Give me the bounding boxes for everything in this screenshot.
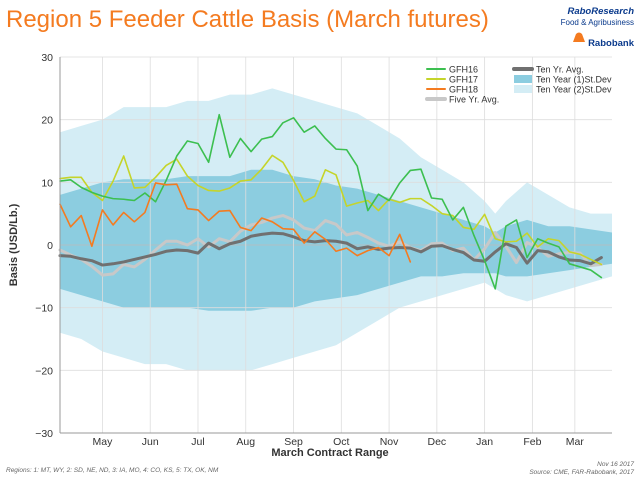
rabobank-mark-icon	[573, 32, 585, 42]
date-note: Nov 16 2017	[597, 461, 634, 468]
legend-label-ten-year-1-st-dev: Ten Year (1)St.Dev	[536, 75, 612, 85]
series-line-gfh18	[59, 182, 412, 263]
x-tick-label-feb: Feb	[523, 436, 541, 448]
x-tick-label-jun: Jun	[142, 436, 159, 448]
legend-label-gfh17: GFH17	[449, 75, 478, 85]
chart-title: Region 5 Feeder Cattle Basis (March futu…	[6, 6, 489, 33]
y-tick-label: 30	[41, 52, 53, 64]
x-tick-label-jul: Jul	[191, 436, 204, 448]
y-tick-label: −10	[35, 303, 53, 315]
logo-line3: Rabobank	[588, 38, 634, 49]
legend-label-five-yr-avg: Five Yr. Avg.	[449, 95, 499, 105]
x-tick-label-aug: Aug	[236, 436, 255, 448]
x-tick-label-mar: Mar	[566, 436, 585, 448]
y-tick-label: −20	[35, 365, 53, 377]
x-tick-label-sep: Sep	[284, 436, 303, 448]
y-tick-label: 10	[41, 177, 53, 189]
x-tick-label-dec: Dec	[428, 436, 447, 448]
axes-layer	[59, 57, 612, 434]
logo-line1: RaboResearch	[567, 6, 634, 17]
x-axis-label: March Contract Range	[271, 447, 388, 459]
logo-line2: Food & Agribusiness	[560, 18, 634, 27]
series-layer	[58, 113, 603, 290]
series-line-gfh17	[59, 154, 603, 266]
y-axis-label: Basis (USD/Lb.)	[8, 203, 20, 286]
band-layer	[60, 88, 612, 371]
regions-note: Regions: 1: MT, WY, 2: SD, NE, ND, 3: IA…	[6, 467, 219, 474]
x-tick-label-nov: Nov	[380, 436, 399, 448]
legend-swatch-ten-year-2-st-dev	[514, 85, 532, 93]
legend-label-ten-year-2-st-dev: Ten Year (2)St.Dev	[536, 85, 612, 95]
series-line-ten-yr-avg	[58, 231, 603, 267]
tick-layer: 30 20 10 0 −10 −20 −30 May Jun Jul Aug Sep Oct Nov Dec…	[35, 52, 584, 448]
legend-swatch-ten-year-1-st-dev	[514, 75, 532, 83]
x-tick-label-may: May	[93, 436, 114, 448]
legend-label-gfh18: GFH18	[449, 85, 478, 95]
y-tick-label: 0	[47, 240, 53, 252]
rabobank-logo: RaboResearch Food & Agribusiness Raboban…	[516, 6, 634, 52]
legend-label-ten-yr-avg: Ten Yr. Avg.	[536, 65, 584, 75]
x-tick-label-oct: Oct	[333, 436, 349, 448]
x-tick-label-jan: Jan	[476, 436, 493, 448]
source-text: Source: CME, FAR-Rabobank, 2017	[529, 469, 634, 476]
source-note: Nov 16 2017 Source: CME, FAR-Rabobank, 2…	[529, 461, 634, 477]
y-tick-label: −30	[35, 428, 53, 440]
legend-label-gfh16: GFH16	[449, 65, 478, 75]
y-tick-label: 20	[41, 115, 53, 127]
